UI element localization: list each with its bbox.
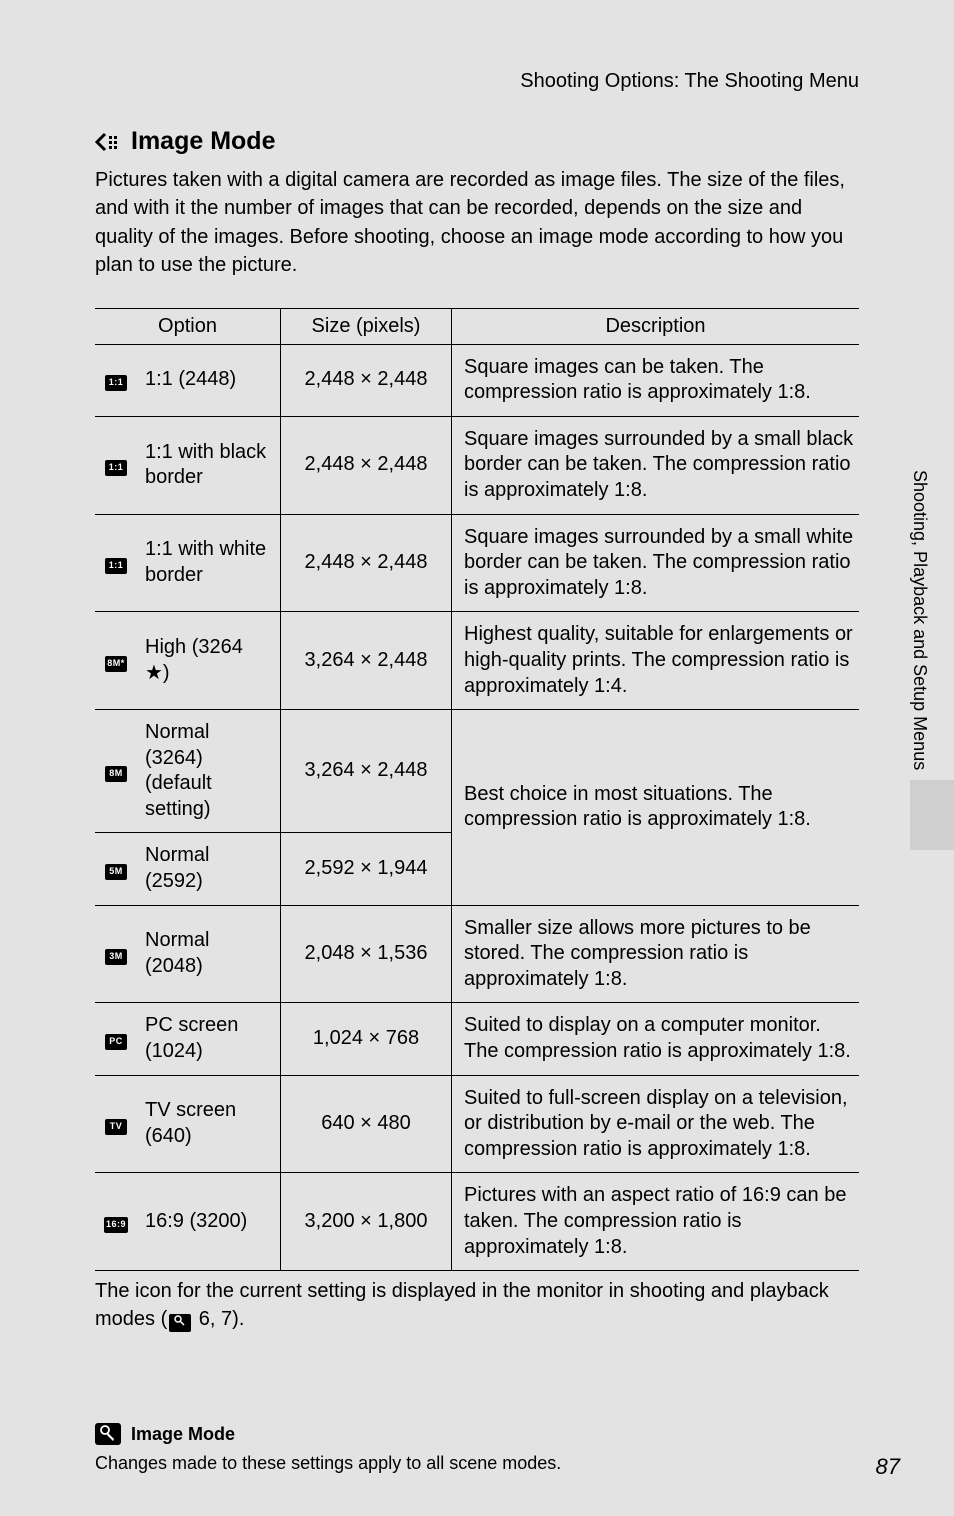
mode-option: PC screen (1024) xyxy=(137,1003,281,1075)
mode-description: Highest quality, suitable for enlargemen… xyxy=(452,612,860,710)
mode-description: Best choice in most situations. The comp… xyxy=(452,710,860,906)
mode-option: Normal (2592) xyxy=(137,833,281,905)
table-row: 1:1 1:1 with black border2,448 × 2,448Squ… xyxy=(95,416,859,514)
mode-icon-cell: 3M xyxy=(95,905,137,1003)
mode-icon: 8M xyxy=(105,766,127,782)
table-row: 1:1 1:1 (2448)2,448 × 2,448Square images … xyxy=(95,344,859,416)
mode-icon-cell: 16:9 xyxy=(95,1173,137,1271)
mode-option: TV screen (640) xyxy=(137,1075,281,1173)
mode-option: High (3264 ★) xyxy=(137,612,281,710)
header-option: Option xyxy=(95,308,281,344)
mode-option: 1:1 with white border xyxy=(137,514,281,612)
note-block: Image Mode Changes made to these setting… xyxy=(95,1423,859,1476)
intro-paragraph: Pictures taken with a digital camera are… xyxy=(95,166,859,280)
mode-size: 3,264 × 2,448 xyxy=(281,710,452,833)
mode-icon: PC xyxy=(105,1034,127,1050)
image-mode-icon xyxy=(95,132,121,152)
mode-size: 2,592 × 1,944 xyxy=(281,833,452,905)
note-body: Changes made to these settings apply to … xyxy=(95,1451,859,1476)
mode-icon: 5M xyxy=(105,864,127,880)
mode-icon: 1:1 xyxy=(105,558,127,574)
note-icon xyxy=(95,1423,121,1445)
mode-icon: 1:1 xyxy=(105,460,127,476)
mode-icon-cell: PC xyxy=(95,1003,137,1075)
mode-size: 2,448 × 2,448 xyxy=(281,344,452,416)
mode-size: 2,448 × 2,448 xyxy=(281,514,452,612)
mode-size: 3,200 × 1,800 xyxy=(281,1173,452,1271)
manual-page: Shooting Options: The Shooting Menu Imag… xyxy=(0,0,954,1516)
table-header-row: Option Size (pixels) Description xyxy=(95,308,859,344)
mode-description: Square images surrounded by a small blac… xyxy=(452,416,860,514)
mode-option: 16:9 (3200) xyxy=(137,1173,281,1271)
mode-size: 2,048 × 1,536 xyxy=(281,905,452,1003)
mode-icon-cell: 1:1 xyxy=(95,416,137,514)
table-row: 1:1 1:1 with white border2,448 × 2,448Squ… xyxy=(95,514,859,612)
side-section-label: Shooting, Playback and Setup Menus xyxy=(909,470,930,770)
mode-icon-cell: 8M* xyxy=(95,612,137,710)
mode-description: Smaller size allows more pictures to be … xyxy=(452,905,860,1003)
mode-icon-cell: 1:1 xyxy=(95,344,137,416)
mode-size: 1,024 × 768 xyxy=(281,1003,452,1075)
table-row: 8M Normal (3264) (default setting)3,264 ×… xyxy=(95,710,859,833)
header-description: Description xyxy=(452,308,860,344)
side-tab xyxy=(910,780,954,850)
mode-option: 1:1 (2448) xyxy=(137,344,281,416)
mode-size: 3,264 × 2,448 xyxy=(281,612,452,710)
table-row: 16:9 16:9 (3200)3,200 × 1,800Pictures wit… xyxy=(95,1173,859,1271)
mode-icon-cell: 5M xyxy=(95,833,137,905)
mode-icon: 8M* xyxy=(105,656,127,672)
after-paragraph: The icon for the current setting is disp… xyxy=(95,1277,859,1333)
mode-icon-cell: 1:1 xyxy=(95,514,137,612)
page-number: 87 xyxy=(876,1454,900,1480)
note-title: Image Mode xyxy=(131,1424,235,1445)
mode-description: Square images can be taken. The compress… xyxy=(452,344,860,416)
mode-description: Square images surrounded by a small whit… xyxy=(452,514,860,612)
section-heading: Shooting Options: The Shooting Menu xyxy=(95,70,859,93)
mode-option: 1:1 with black border xyxy=(137,416,281,514)
table-row: PC PC screen (1024)1,024 × 768Suited to d… xyxy=(95,1003,859,1075)
mode-icon: 3M xyxy=(105,949,127,965)
mode-description: Pictures with an aspect ratio of 16:9 ca… xyxy=(452,1173,860,1271)
mode-option: Normal (3264) (default setting) xyxy=(137,710,281,833)
after-refs: 6, 7). xyxy=(193,1308,244,1330)
mode-size: 2,448 × 2,448 xyxy=(281,416,452,514)
mode-option: Normal (2048) xyxy=(137,905,281,1003)
mode-icon: 1:1 xyxy=(105,375,127,391)
title-row: Image Mode xyxy=(95,127,859,156)
table-row: TV TV screen (640)640 × 480Suited to full… xyxy=(95,1075,859,1173)
reference-icon xyxy=(169,1314,191,1332)
mode-icon-cell: 8M xyxy=(95,710,137,833)
header-size: Size (pixels) xyxy=(281,308,452,344)
mode-description: Suited to display on a computer monitor.… xyxy=(452,1003,860,1075)
table-row: 8M* High (3264 ★)3,264 × 2,448Highest qua… xyxy=(95,612,859,710)
page-title: Image Mode xyxy=(131,127,275,156)
mode-icon: TV xyxy=(105,1119,127,1135)
note-title-row: Image Mode xyxy=(95,1423,859,1445)
image-mode-table: Option Size (pixels) Description 1:1 1:1 … xyxy=(95,308,859,1272)
mode-icon: 16:9 xyxy=(104,1217,128,1233)
mode-icon-cell: TV xyxy=(95,1075,137,1173)
mode-size: 640 × 480 xyxy=(281,1075,452,1173)
table-row: 3M Normal (2048)2,048 × 1,536Smaller size… xyxy=(95,905,859,1003)
mode-description: Suited to full-screen display on a telev… xyxy=(452,1075,860,1173)
